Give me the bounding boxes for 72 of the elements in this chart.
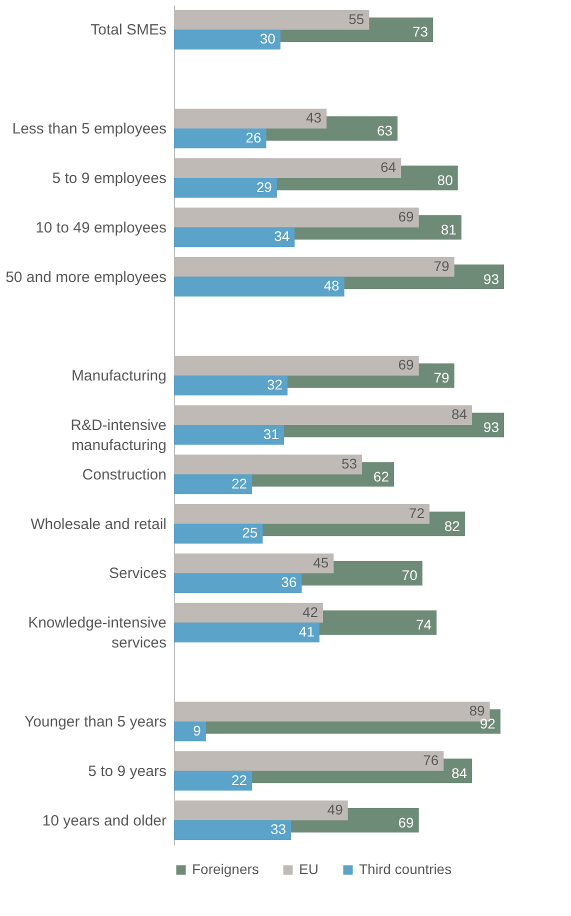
bar [174,128,266,148]
bar [174,524,263,544]
data-label: 89 [469,702,486,719]
data-label: 43 [306,110,322,126]
data-label: 9 [193,722,202,738]
y-tick-label: 10 to 49 employees [36,219,166,236]
y-tick-label: Construction [82,466,166,484]
data-label: 84 [451,764,468,781]
y-tick-label: 5 to 9 years [88,762,166,780]
data-label: 81 [440,221,457,238]
y-tick-label: Manufacturing [71,368,166,385]
y-tick-label: 10 years and older [42,812,167,830]
y-tick-label: Younger than 5 years [24,713,166,730]
data-label: 32 [266,376,283,392]
data-label: 25 [242,524,258,541]
data-label: 79 [434,258,450,274]
y-tick-label: Wholesale and retail [30,516,166,533]
y-tick-label: 5 to 9 employees [52,170,166,187]
data-label: 69 [398,814,414,830]
y-tick-label: 50 and more employees [6,268,166,286]
data-label: 79 [434,370,450,386]
data-label: 31 [263,426,280,442]
bar [174,425,284,445]
bar [174,770,252,791]
data-label: 93 [483,419,500,435]
data-label: 53 [341,456,358,472]
data-label: 73 [412,24,428,40]
data-label: 80 [437,172,454,188]
data-label: 45 [313,554,329,570]
legend-label: EU [299,861,318,877]
data-label: 36 [281,574,297,590]
y-tick-label: R&D-intensive manufacturing [70,417,166,454]
data-label: 64 [380,159,396,176]
bar [174,276,344,297]
y-tick-label: Knowledge-intensive services [28,614,166,652]
data-label: 30 [260,30,276,47]
bar [174,376,288,396]
data-label: 34 [274,228,290,244]
data-label: 26 [246,129,262,146]
data-label: 33 [270,821,286,838]
data-label: 62 [373,468,390,484]
bar [174,30,280,50]
data-label: 74 [416,616,432,633]
data-label: 63 [376,122,393,139]
data-label: 69 [398,208,414,224]
bar [174,622,320,642]
bar [174,178,277,198]
data-label: 82 [444,518,460,534]
bar [174,721,206,742]
data-label: 48 [324,278,340,294]
data-label: 72 [408,504,425,521]
data-label: 29 [256,178,272,195]
data-label: 22 [231,475,248,492]
data-label: 41 [298,624,315,640]
data-label: 49 [327,801,344,818]
bar [174,474,252,494]
bar [174,573,302,593]
data-label: 69 [398,356,414,373]
y-tick-label: Total SMEs [90,22,166,39]
data-label: 22 [231,772,248,788]
legend-label: Foreigners [192,861,259,877]
y-tick-label: Less than 5 employees [12,120,166,138]
data-label: 55 [348,10,364,27]
data-label: 70 [402,567,418,584]
data-label: 84 [451,406,468,422]
bar [174,820,292,840]
legend-label: Third countries [359,861,452,877]
data-label: 76 [423,752,439,768]
y-tick-label: Services [108,565,166,582]
bar [174,227,295,248]
data-label: 42 [302,604,318,620]
data-label: 93 [483,270,500,287]
